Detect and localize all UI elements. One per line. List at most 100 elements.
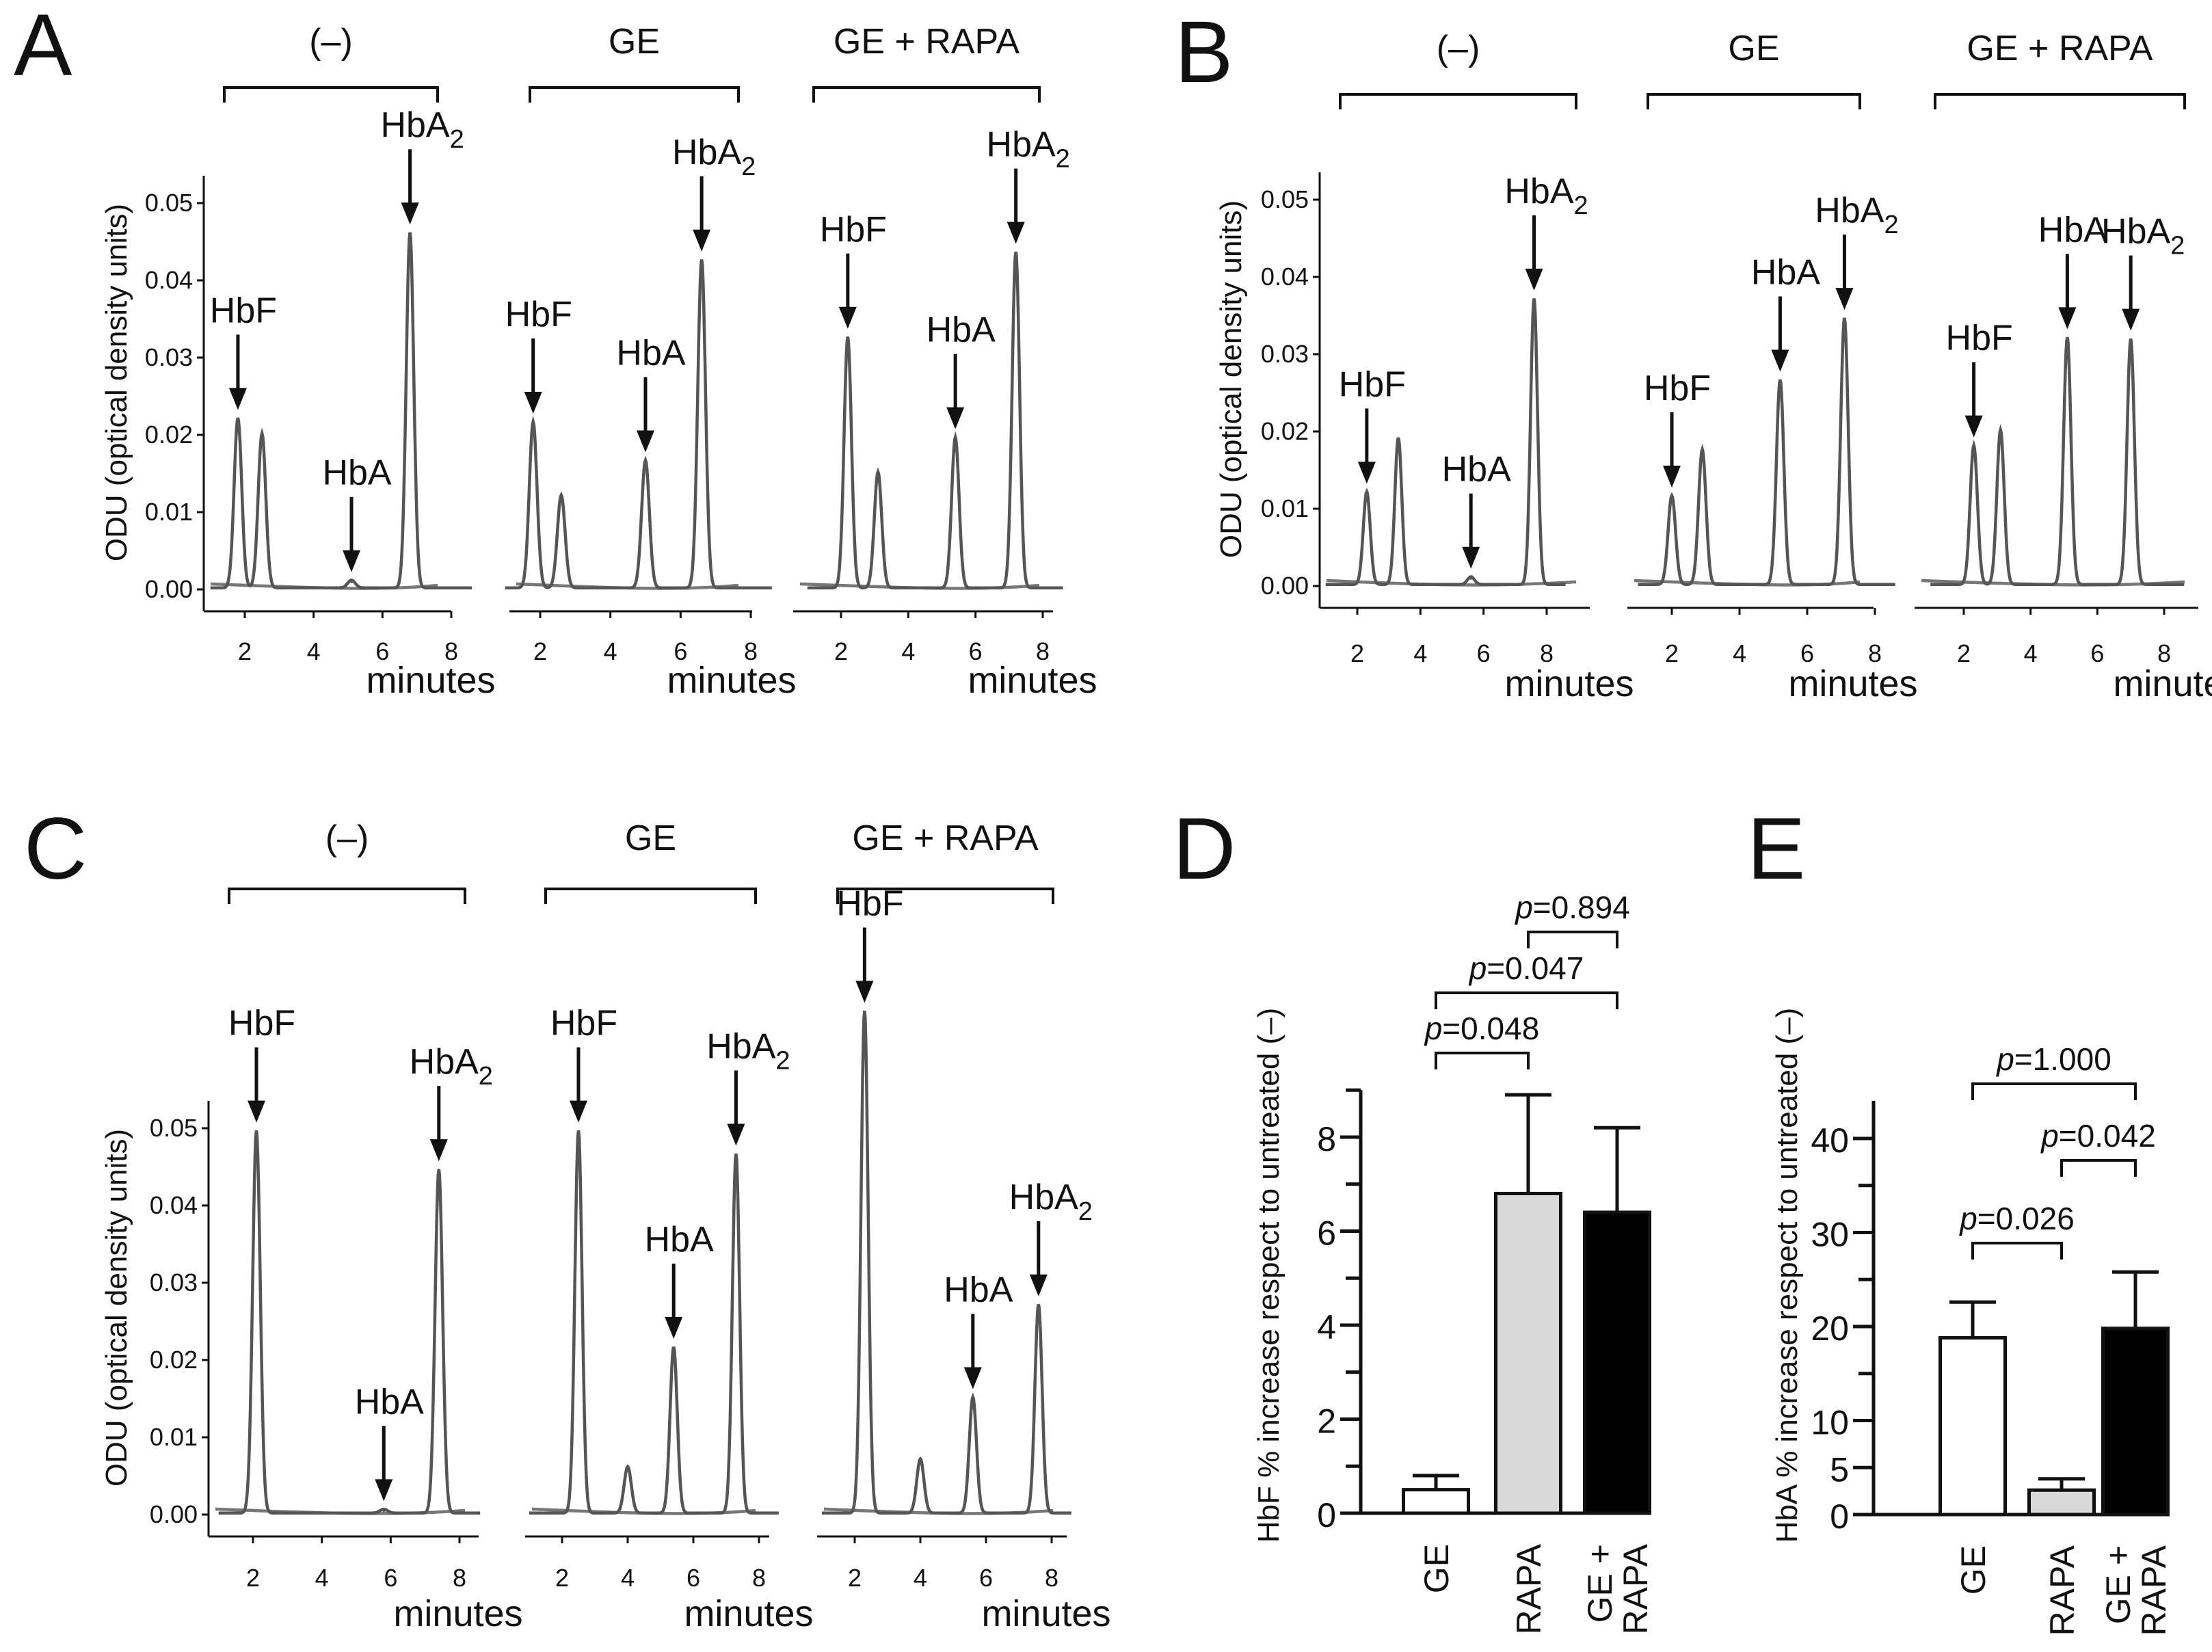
p-value-label: p=0.026: [1958, 1201, 2075, 1236]
x-tick-label: 4: [307, 637, 321, 665]
p-value-label: p=0.894: [1514, 890, 1630, 925]
peak-label-subscript: 2: [1574, 191, 1588, 220]
arrow-head: [401, 202, 419, 225]
x-tick-label: 8: [1036, 637, 1050, 665]
peak-label-HbA2: HbA2: [380, 105, 464, 154]
y-tick-label: 0.00: [150, 1500, 198, 1528]
x-tick-label: 2: [1350, 639, 1364, 667]
p-symbol: p: [1424, 1011, 1443, 1046]
x-axis-label: minutes: [968, 660, 1097, 701]
y-tick-label: 4: [1317, 1308, 1336, 1346]
panel-letter: B: [1175, 3, 1233, 101]
peak-point: [734, 1154, 738, 1157]
x-tick-label: 4: [604, 637, 617, 665]
x-tick-label: 8: [444, 637, 458, 665]
x-axis-label: minutes: [1788, 663, 1917, 704]
peak-label-HbA2: HbA2: [1009, 1177, 1093, 1226]
peak-point: [1670, 496, 1673, 499]
p-symbol: p: [1468, 950, 1487, 986]
arrow-head: [1663, 466, 1681, 488]
x-tick-label: 2: [533, 637, 547, 665]
peak-label-HbF: HbF: [1644, 369, 1711, 408]
significance-bracket: [1971, 1242, 2063, 1260]
y-tick-label: 0.01: [145, 498, 193, 526]
p-value-text: =0.042: [2059, 1118, 2156, 1154]
significance-bracket: [2060, 1159, 2137, 1177]
peak-label-HbA: HbA: [1751, 253, 1820, 293]
peak-label-text: HbA: [706, 1027, 775, 1067]
peak-point: [1469, 576, 1473, 580]
arrow-head: [2058, 307, 2077, 330]
panel-letter: D: [1173, 800, 1236, 898]
peak-point: [437, 1169, 440, 1173]
panel-D: D 0 2 4 6 8 HbF % increase respect to untreate…: [1173, 800, 1655, 1634]
peak-label-HbF: HbF: [505, 295, 572, 334]
peak-label-subscript: 2: [2170, 232, 2185, 261]
condition-label: GE + RAPA: [852, 818, 1038, 858]
peak-arrow: [228, 334, 247, 410]
condition-label: GE: [1728, 29, 1779, 68]
condition-bracket: [1339, 93, 1577, 109]
panel-letter: E: [1747, 800, 1805, 898]
peak-point: [531, 422, 535, 425]
chromatogram-trace: [807, 251, 1063, 589]
peak-arrow: [1525, 215, 1543, 291]
peak-arrow: [838, 253, 857, 329]
peak-label-HbA2: HbA2: [410, 1042, 493, 1091]
peak-label-HbA: HbA: [1442, 450, 1511, 490]
x-tick-label: 2: [834, 637, 848, 665]
y-tick-label: 0.05: [145, 189, 193, 217]
peak-label-HbF: HbF: [550, 1004, 617, 1043]
arrow-head: [570, 1100, 587, 1123]
peak-point: [350, 580, 354, 583]
peak-label-HbA: HbA: [645, 1220, 714, 1260]
x-tick-label: 8: [744, 637, 758, 665]
peak-arrow: [665, 1264, 683, 1340]
peak-arrow: [429, 1086, 448, 1162]
peak-label-HbA: HbA: [927, 310, 996, 350]
p-value-text: =0.026: [1977, 1201, 2075, 1236]
peak-label-HbA2: HbA2: [987, 124, 1070, 173]
peak-point: [255, 1130, 258, 1134]
x-tick-label: 8: [1540, 639, 1554, 667]
peak-point: [1532, 298, 1536, 302]
arrow-head: [637, 430, 654, 453]
peak-arrow: [1663, 412, 1681, 488]
p-symbol: p: [1958, 1201, 1977, 1236]
bar-RAPA: [2027, 1488, 2096, 1517]
y-tick-label: 0.03: [1261, 340, 1309, 368]
peak-arrow: [727, 1070, 745, 1146]
p-value-text: =1.000: [2014, 1041, 2111, 1077]
x-axis-label: minutes: [366, 660, 495, 701]
chromatogram-trace: [218, 1130, 481, 1515]
x-tick-label: 4: [621, 1564, 635, 1592]
significance-bracket: [1435, 1052, 1530, 1069]
x-tick-label: 2: [1665, 639, 1679, 667]
peak-point: [1014, 252, 1017, 255]
peak-point: [954, 437, 957, 440]
p-symbol: p: [1995, 1041, 2014, 1077]
peak-arrow: [2058, 254, 2077, 330]
condition-label: GE + RAPA: [834, 22, 1020, 62]
peak-label-HbA2: HbA2: [1815, 191, 1898, 239]
peak-point: [2066, 337, 2069, 341]
peak-arrow: [693, 176, 711, 252]
x-tick-label: 6: [384, 1564, 397, 1592]
p-value-text: =0.047: [1487, 950, 1584, 986]
peak-label-HbF: HbF: [1339, 364, 1406, 404]
condition-bracket: [544, 888, 757, 904]
p-value-label: p=0.042: [2040, 1118, 2156, 1154]
p-value-label: p=0.048: [1424, 1011, 1540, 1046]
arrow-head: [1771, 349, 1789, 372]
x-tick-label: 2: [1957, 639, 1971, 667]
y-tick-label: 0: [1317, 1496, 1336, 1534]
category-label: RAPA: [1616, 1543, 1655, 1634]
category-label: RAPA: [2043, 1545, 2081, 1636]
peak-point: [971, 1397, 974, 1400]
